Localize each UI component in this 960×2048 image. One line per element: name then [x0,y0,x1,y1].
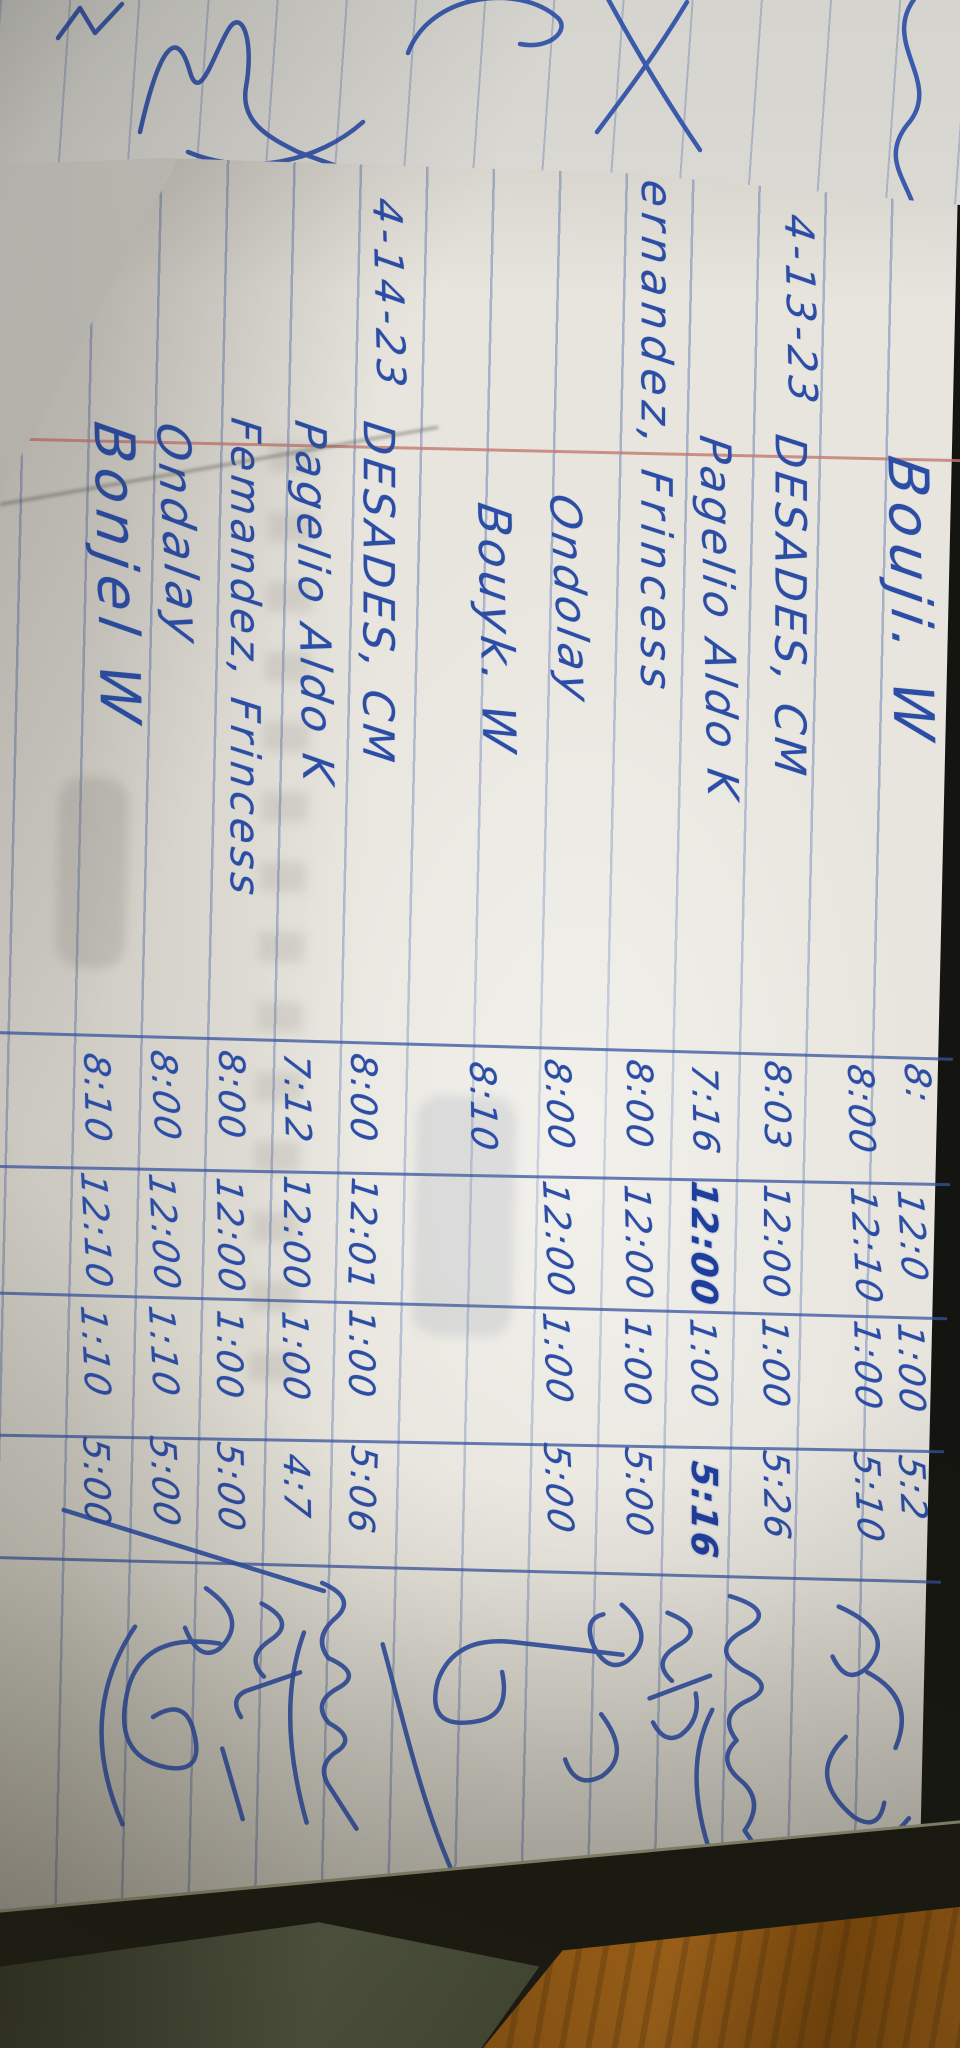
time-entry: 1:00 [533,1309,580,1408]
time-entry: 8:00 [839,1061,882,1158]
time-entry: 5:10 [844,1448,891,1547]
date-label: 4-13-23 [775,211,826,411]
pencil-ghost-smudge [54,776,130,969]
time-entry: 12:00 [682,1178,724,1309]
attendee-name: DESADES, CM [352,418,403,769]
attendee-name: Pagelio Aldo K [689,432,748,806]
signature-scribble [137,20,366,175]
time-entry: 1:10 [71,1303,118,1401]
time-entry: 8: [895,1060,939,1108]
time-entry: 8:00 [535,1055,582,1154]
time-entry: 8:00 [617,1057,660,1152]
attendee-name: DESADES, CM [764,431,815,782]
signature-scribble [287,1580,359,1831]
signature-flourish-stroke [61,1507,327,1594]
time-entry: 5:26 [754,1447,798,1544]
time-entry: 1:00 [340,1307,382,1402]
time-entry: 5:06 [339,1443,384,1538]
time-entry: 12:00 [615,1182,660,1304]
time-entry: 5:00 [534,1439,581,1538]
time-entry: 1:00 [616,1315,658,1410]
attendee-name: Bouji. W [874,451,946,751]
time-entry: 1:00 [208,1308,250,1403]
signature-scribble [233,1601,303,1720]
time-entry: 1:10 [139,1302,186,1401]
time-entry: 8:00 [342,1051,384,1146]
time-entry: 1:00 [681,1315,725,1412]
time-entry: 12:00 [754,1182,796,1302]
attendee-name: Ondolay [538,490,601,709]
time-entry: 5:00 [616,1444,660,1541]
ink-mark [55,1,125,41]
attendee-name: Ondalay [145,418,212,651]
time-entry: 8:00 [210,1048,252,1143]
signature-scribble [99,1586,245,1827]
attendee-name: Bouyk. W [467,499,527,760]
signature-scribble [405,0,564,56]
time-entry: 12:00 [533,1177,581,1301]
attendee-name: Bonjel W [80,417,153,734]
time-entry: 12:00 [274,1173,317,1293]
time-entry: 7:12 [275,1050,318,1147]
time-entry: 8:03 [756,1058,798,1153]
signature-scribble [594,0,703,153]
signature-scribble [432,1602,644,1783]
time-entry: 8:00 [141,1046,188,1145]
time-entry: 1:00 [753,1315,797,1412]
time-entry: 12:00 [207,1175,252,1297]
date-label: 4-14-23 [363,194,414,395]
time-entry: 5:16 [682,1458,724,1562]
time-entry: 5:2 [889,1452,935,1525]
time-entry: 1:00 [845,1317,889,1414]
time-entry: 1:00 [889,1320,933,1417]
time-entry: 1:00 [273,1308,317,1405]
time-entry: 12:01 [338,1175,385,1294]
time-entry: 8:10 [461,1058,504,1155]
time-entry: 8:10 [75,1050,118,1146]
signature-scribble [824,1604,912,1853]
time-entry: 12:10 [72,1169,120,1292]
signature-scribble [647,1610,713,1741]
attendee-name: Pagelio Aldo K [284,417,343,791]
signature-scribble [694,1593,765,1861]
time-entry: 12:10 [841,1184,889,1308]
time-entry: 12:0 [888,1187,935,1286]
attendee-name: Femandez, Frincess [220,415,270,902]
attendee-name: Fernandez, Frincess [630,146,681,698]
time-entry: 12:00 [139,1170,188,1294]
time-entry: 7:16 [683,1061,726,1158]
